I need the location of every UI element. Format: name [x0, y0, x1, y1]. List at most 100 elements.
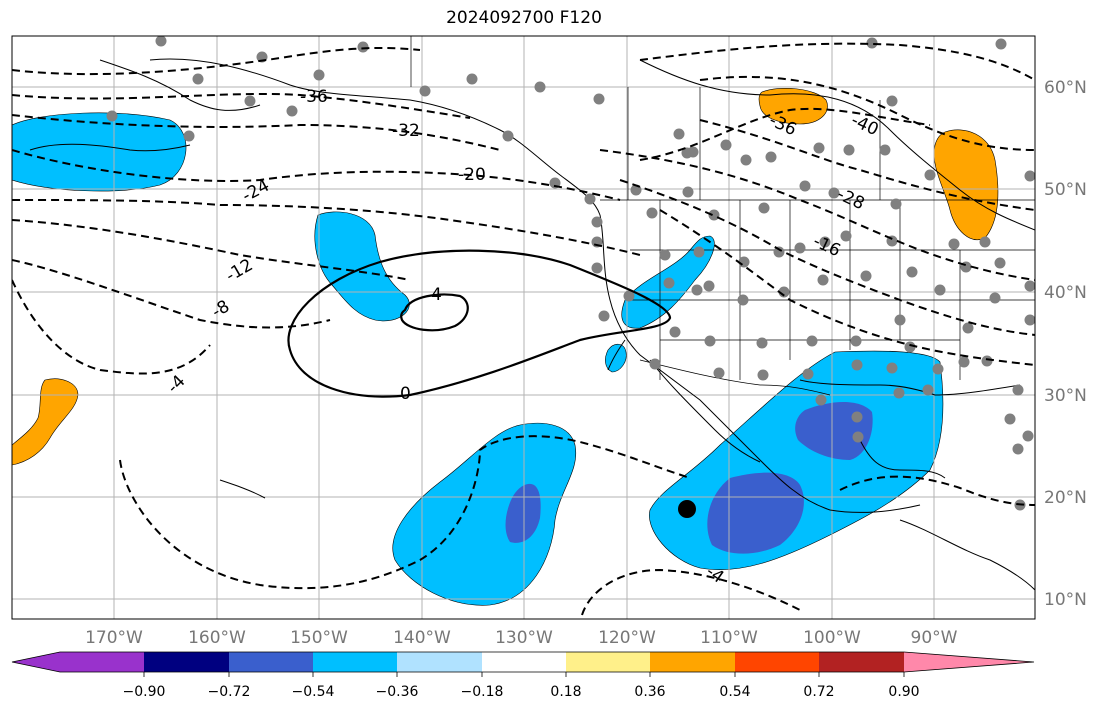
- station-dot: [794, 242, 806, 254]
- station-dot: [106, 110, 118, 122]
- station-dot: [593, 93, 605, 105]
- lat-label: 10°N: [1044, 590, 1087, 610]
- station-dot: [313, 69, 325, 81]
- station-dot: [591, 216, 603, 228]
- colorbar-tick-label: 0.54: [719, 684, 750, 700]
- shade-offshore-blob: [314, 211, 410, 322]
- colorbar-tick-label: 0.72: [803, 684, 834, 700]
- station-dot: [737, 294, 749, 306]
- station-dot: [904, 341, 916, 353]
- station-dot: [659, 249, 671, 261]
- storm-center-marker: [678, 500, 696, 518]
- station-dot: [799, 180, 811, 192]
- lon-label: 150°W: [290, 628, 348, 648]
- station-dot: [192, 73, 204, 85]
- station-dot: [886, 95, 898, 107]
- station-dot: [1024, 280, 1035, 292]
- station-dot: [843, 144, 855, 156]
- shade-greatlakes: [933, 129, 999, 240]
- lat-label: 40°N: [1044, 283, 1087, 303]
- contours-dashed: [12, 42, 1035, 616]
- lon-label: 100°W: [803, 628, 861, 648]
- station-dot: [802, 368, 814, 380]
- station-dot: [419, 85, 431, 97]
- station-dot: [244, 95, 256, 107]
- station-dot: [155, 36, 167, 47]
- colorbar: −0.90 −0.72 −0.54 −0.36 −0.18 0.18 0.36 …: [11, 651, 1035, 700]
- station-dot: [989, 292, 1001, 304]
- station-dot: [682, 186, 694, 198]
- station-dot: [673, 128, 685, 140]
- station-dot: [958, 356, 970, 368]
- shade-northpacific: [12, 112, 187, 192]
- colorbar-segment: [650, 652, 735, 672]
- colorbar-extend-high: [904, 652, 1034, 672]
- contour-label: -36: [300, 87, 328, 107]
- station-dot: [1004, 413, 1016, 425]
- longitude-labels: 170°W 160°W 150°W 140°W 130°W 120°W 110°…: [85, 628, 958, 648]
- station-dot: [922, 384, 934, 396]
- map-border: [11, 35, 1036, 620]
- colorbar-segment: [60, 652, 144, 672]
- lat-label: 60°N: [1044, 78, 1087, 98]
- station-dot: [851, 411, 863, 423]
- station-dot: [886, 362, 898, 374]
- colorbar-tick-label: 0.36: [634, 684, 665, 700]
- station-dot: [840, 230, 852, 242]
- shade-hudson: [758, 87, 828, 125]
- lon-label: 160°W: [188, 628, 246, 648]
- station-dot: [981, 355, 993, 367]
- station-dot: [778, 286, 790, 298]
- station-dot: [687, 146, 699, 158]
- station-dot: [994, 257, 1006, 269]
- station-dot: [962, 322, 974, 334]
- map-content: -36 -32 -24 -20 -12 -8 -4 0 4 -4 -36 -40…: [12, 36, 1035, 619]
- coastlines: [29, 58, 1035, 591]
- station-dot: [773, 246, 785, 258]
- station-dot: [713, 367, 725, 379]
- station-dot: [691, 284, 703, 296]
- colorbar-tick-label: −0.54: [292, 684, 335, 700]
- station-dot: [646, 207, 658, 219]
- station-dot: [828, 187, 840, 199]
- station-dot: [1012, 443, 1024, 455]
- station-dot: [756, 337, 768, 349]
- station-dot: [819, 236, 831, 248]
- contour-label: 0: [400, 384, 411, 404]
- station-dot: [851, 359, 863, 371]
- lat-label: 20°N: [1044, 488, 1087, 508]
- map-title: 2024092700 F120: [446, 8, 602, 28]
- station-dot: [866, 37, 878, 49]
- colorbar-outline: [11, 651, 1035, 673]
- station-dot: [850, 335, 862, 347]
- station-dot: [720, 139, 732, 151]
- colorbar-segment: [313, 652, 397, 672]
- station-dot: [584, 193, 596, 205]
- station-dot: [708, 209, 720, 221]
- station-dot: [906, 266, 918, 278]
- colorbar-ticks: [143, 672, 905, 677]
- colorbar-segment: [397, 652, 482, 672]
- station-dot: [879, 144, 891, 156]
- station-dot: [948, 238, 960, 250]
- station-dot: [703, 280, 715, 292]
- station-dot: [893, 387, 905, 399]
- station-dot: [852, 431, 864, 443]
- station-dot: [649, 358, 661, 370]
- station-dot: [591, 262, 603, 274]
- station-dot: [860, 270, 872, 282]
- lat-label: 50°N: [1044, 180, 1087, 200]
- station-dot: [890, 198, 902, 210]
- station-dot: [663, 277, 675, 289]
- station-dot: [357, 41, 369, 53]
- colorbar-segment: [482, 652, 566, 672]
- colorbar-tick-label: −0.36: [376, 684, 419, 700]
- station-dot: [995, 38, 1007, 50]
- colorbar-segment: [144, 652, 229, 672]
- station-dot: [757, 369, 769, 381]
- shade-east-pacific-core: [505, 483, 541, 543]
- colorbar-tick-label: −0.18: [461, 684, 504, 700]
- latitude-labels: 60°N 50°N 40°N 30°N 20°N 10°N: [1044, 78, 1087, 610]
- station-dot: [704, 335, 716, 347]
- station-dot: [740, 154, 752, 166]
